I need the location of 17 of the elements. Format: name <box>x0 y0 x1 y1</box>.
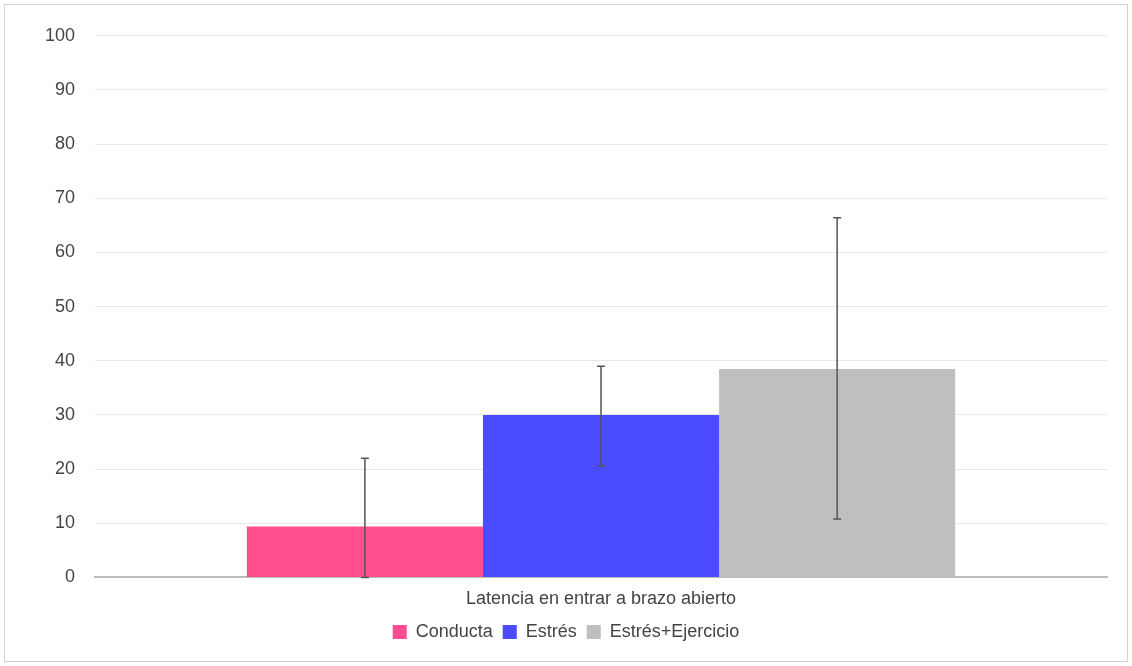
y-tick-label: 30 <box>55 403 76 424</box>
y-tick-label: 60 <box>55 241 76 262</box>
bar <box>246 526 483 577</box>
legend-label: Estrés <box>525 620 577 641</box>
y-tick-label: 20 <box>55 458 76 479</box>
y-tick-label: 10 <box>55 512 76 533</box>
legend-label: Estrés+Ejercicio <box>609 620 740 641</box>
y-tick-label: 50 <box>55 295 76 316</box>
y-tick-label: 90 <box>55 78 76 99</box>
y-tick-label: 70 <box>55 187 76 208</box>
y-tick-label: 80 <box>55 133 76 154</box>
bar <box>482 414 720 577</box>
legend-label: Conducta <box>415 620 494 641</box>
y-tick-label: 0 <box>65 566 76 587</box>
y-tick-label: 40 <box>55 349 76 370</box>
x-tick-label: Latencia en entrar a brazo abierto <box>465 588 737 609</box>
y-tick-label: 100 <box>44 24 76 45</box>
